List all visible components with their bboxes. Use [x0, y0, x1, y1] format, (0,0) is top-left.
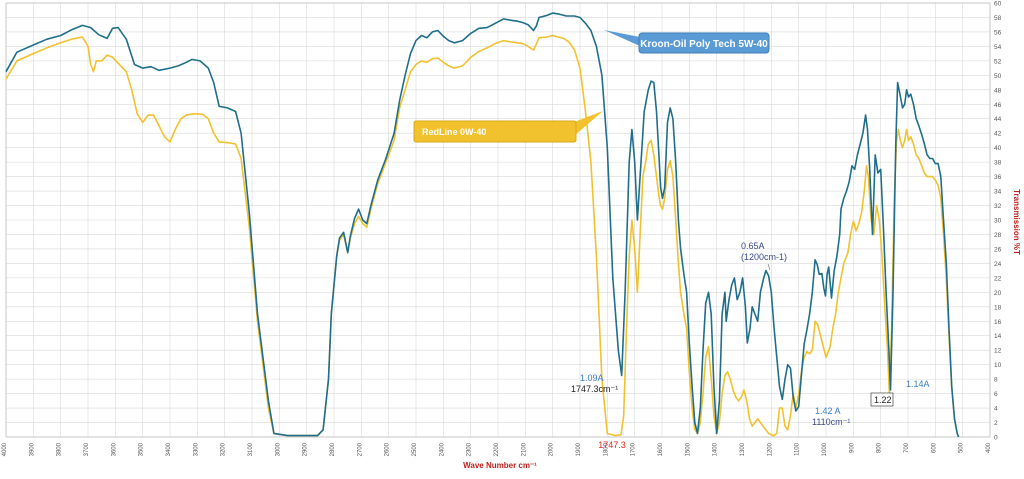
y-tick-label: 60	[994, 1, 1002, 8]
x-tick-label: 4000	[2, 442, 8, 456]
x-tick-label: 1900	[576, 442, 582, 456]
x-tick-label: 900	[849, 442, 855, 453]
plot-border	[5, 2, 991, 438]
x-tick-label: 3100	[248, 442, 254, 456]
x-tick-label: 2700	[357, 442, 363, 456]
x-tick-label: 1500	[685, 442, 691, 456]
x-tick-label: 1300	[740, 442, 746, 456]
x-tick-label: 3500	[139, 442, 145, 456]
x-tick-label: 3900	[29, 442, 35, 456]
y-tick-label: 0	[994, 435, 998, 442]
redline-callout-pointer	[574, 111, 603, 136]
y-tick-label: 8	[994, 377, 998, 384]
x-tick-label: 2300	[467, 442, 473, 456]
y-tick-label: 56	[994, 29, 1002, 36]
y-tick-label: 12	[994, 348, 1002, 355]
y-axis-title: Transmission %T	[1012, 189, 1021, 255]
y-tick-label: 46	[994, 102, 1002, 109]
x-tick-label: 3400	[166, 442, 172, 456]
kroon-callout-box	[638, 32, 770, 54]
x-tick-label: 2800	[330, 442, 336, 456]
y-tick-label: 54	[994, 44, 1002, 51]
y-tick-label: 44	[994, 116, 1002, 123]
y-tick-label: 4	[994, 406, 998, 413]
y-tick-label: 26	[994, 246, 1002, 253]
series-line-redline-0w-40	[5, 34, 960, 438]
x-tick-label: 1100	[795, 442, 801, 456]
x-tick-label: 2000	[549, 442, 555, 456]
x-tick-label: 1000	[822, 442, 828, 456]
redline-callout: RedLine 0W-40	[413, 111, 603, 143]
y-tick-label: 22	[994, 275, 1002, 282]
abs-1110-wavenumber: 1110cm⁻¹	[812, 417, 850, 427]
x-tick-label: 1400	[713, 442, 719, 456]
y-tick-label: 2	[994, 420, 998, 427]
x-tick-label: 3700	[84, 442, 90, 456]
y-tick-label: 36	[994, 174, 1002, 181]
y-tick-label: 32	[994, 203, 1002, 210]
y-tick-label: 10	[994, 362, 1002, 369]
x-tick-label: 2100	[521, 442, 527, 456]
x-tick-label: 400	[986, 442, 992, 453]
y-tick-label: 42	[994, 131, 1002, 138]
x-tick-label: 1200	[767, 442, 773, 456]
x-tick-label: 1600	[658, 442, 664, 456]
x-tick-label: 600	[931, 442, 937, 453]
y-tick-label: 30	[994, 218, 1002, 225]
tick-layer: 4000 3900 3800 3700 3600 3500 3400 3300 3200 3100…	[2, 1, 1002, 457]
y-tick-label: 18	[994, 304, 1002, 311]
x-tick-label: 3600	[111, 442, 117, 456]
peak-1747-label: 1747.3	[598, 440, 626, 450]
x-tick-label: 500	[959, 442, 965, 453]
abs-1200-value: 0.65A	[741, 241, 765, 251]
abs-764-absorbance: 1.14A	[906, 379, 930, 389]
series-layer	[5, 12, 960, 438]
kroon-callout: Kroon-Oil Poly Tech 5W-40	[604, 30, 770, 54]
y-tick-label: 38	[994, 160, 1002, 167]
x-tick-label: 2600	[385, 442, 391, 456]
x-tick-label: 2500	[412, 442, 418, 456]
redline-callout-label: RedLine 0W-40	[422, 127, 486, 137]
y-tick-label: 24	[994, 261, 1002, 268]
y-tick-label: 58	[994, 15, 1002, 22]
abs-1200-wavenumber: (1200cm-1)	[741, 252, 787, 262]
x-tick-label: 2200	[494, 442, 500, 456]
x-tick-label: 2400	[439, 442, 445, 456]
x-tick-label: 1800	[603, 442, 609, 456]
x-axis-title: Wave Number cm⁻¹	[463, 461, 537, 470]
y-tick-label: 34	[994, 189, 1002, 196]
grid-layer	[5, 2, 991, 438]
y-tick-label: 20	[994, 290, 1002, 297]
x-tick-label: 2900	[303, 442, 309, 456]
abs-1200-leader	[767, 263, 771, 271]
x-tick-label: 700	[904, 442, 910, 453]
x-tick-label: 1700	[631, 442, 637, 456]
x-tick-label: 3200	[221, 442, 227, 456]
y-tick-label: 52	[994, 58, 1002, 65]
x-tick-label: 3800	[57, 442, 63, 456]
y-tick-label: 48	[994, 87, 1002, 94]
y-tick-label: 16	[994, 319, 1002, 326]
abs-1747-wavenumber: 1747.3cm⁻¹	[571, 384, 618, 394]
y-tick-label: 28	[994, 232, 1002, 239]
kroon-callout-label: Kroon-Oil Poly Tech 5W-40	[640, 39, 768, 50]
y-tick-label: 40	[994, 145, 1002, 152]
y-tick-label: 50	[994, 73, 1002, 80]
kroon-callout-pointer	[604, 30, 640, 46]
x-tick-label: 3000	[275, 442, 281, 456]
abs-1747-value: 1.09A	[580, 373, 604, 383]
abs-764-value: 1.22	[874, 395, 892, 405]
y-tick-label: 6	[994, 391, 998, 398]
series-line-kroon-oil-poly-tech-5w-40	[5, 12, 960, 438]
abs-764-box	[870, 392, 894, 407]
abs-1110-value: 1.42 A	[815, 406, 841, 416]
x-tick-label: 3300	[193, 442, 199, 456]
redline-callout-box	[413, 120, 577, 143]
x-tick-label: 800	[877, 442, 883, 453]
y-tick-label: 14	[994, 333, 1002, 340]
